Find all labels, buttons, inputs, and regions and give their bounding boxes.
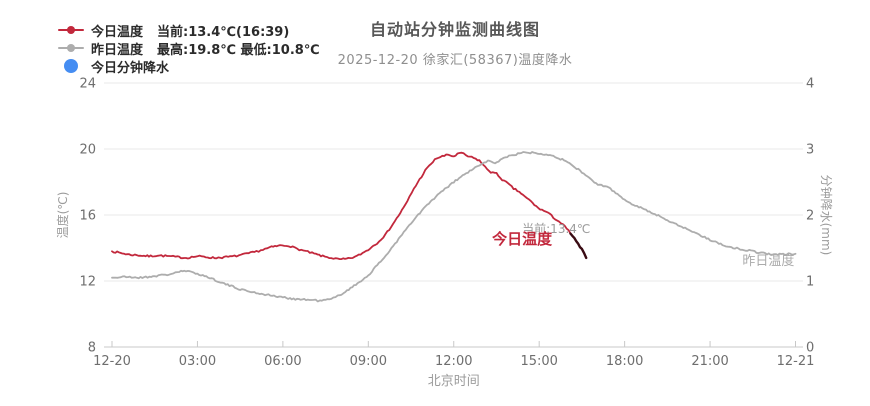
legend-item-today-temp[interactable]: 今日温度 当前:13.4℃(16:39) — [57, 21, 320, 40]
y-right-tick-label: 0 — [806, 341, 814, 356]
y-left-tick-label: 8 — [88, 341, 96, 356]
x-tick-label: 03:00 — [179, 354, 216, 369]
legend-item-today-precip[interactable]: 今日分钟降水 — [57, 57, 320, 76]
today-temp-line[interactable] — [111, 151, 588, 260]
x-tick-label: 15:00 — [520, 354, 557, 369]
chart-legend: 今日温度 当前:13.4℃(16:39) 昨日温度 最高:19.8℃ 最低:10.8℃… — [57, 21, 320, 76]
x-tick-label: 06:00 — [264, 354, 301, 369]
chart-subtitle: 2025-12-20 徐家汇(58367)温度降水 — [337, 53, 573, 68]
yesterday-series-label: 昨日温度 — [742, 253, 794, 269]
today-series-label: 今日温度 — [491, 230, 553, 248]
y-left-axis-name: 温度(℃) — [55, 192, 70, 239]
x-tick-label: 12:00 — [435, 354, 472, 369]
legend-detail: 当前:13.4℃(16:39) — [157, 24, 290, 40]
line-series-icon — [57, 23, 85, 37]
chart-title: 自动站分钟监测曲线图 — [369, 20, 540, 39]
y-right-tick-label: 3 — [806, 143, 814, 158]
x-axis-name: 北京时间 — [428, 374, 480, 389]
y-left-tick-label: 20 — [79, 143, 96, 158]
legend-label: 今日温度 — [91, 24, 144, 40]
y-left-tick-label: 12 — [79, 275, 96, 290]
legend-item-yesterday-temp[interactable]: 昨日温度 最高:19.8℃ 最低:10.8℃ — [57, 39, 320, 58]
chart-titles: 自动站分钟监测曲线图 2025-12-20 徐家汇(58367)温度降水 — [338, 16, 573, 68]
y-right-tick-label: 2 — [806, 209, 814, 224]
x-tick-label: 21:00 — [691, 354, 728, 369]
y-right-tick-label: 4 — [806, 77, 814, 92]
y-right-tick-label: 1 — [806, 275, 814, 290]
legend-label: 今日分钟降水 — [91, 60, 170, 76]
x-tick-label: 09:00 — [350, 354, 387, 369]
precip-dot-icon — [57, 59, 85, 73]
x-tick-label: 12-20 — [93, 354, 131, 369]
y-left-tick-label: 16 — [79, 209, 96, 224]
legend-label: 昨日温度 — [91, 42, 144, 58]
legend-detail: 最高:19.8℃ 最低:10.8℃ — [157, 42, 320, 58]
today-temp-line-recent[interactable] — [569, 232, 588, 260]
current-value-label: 当前:13.4℃ — [522, 221, 590, 236]
x-tick-label: 18:00 — [606, 354, 643, 369]
y-left-tick-label: 24 — [79, 77, 96, 92]
yesterday-temp-line[interactable] — [111, 151, 797, 303]
y-right-axis-name: 分钟降水(mm) — [819, 175, 834, 256]
line-series-icon — [57, 41, 85, 55]
x-tick-label: 12-21 — [777, 354, 815, 369]
